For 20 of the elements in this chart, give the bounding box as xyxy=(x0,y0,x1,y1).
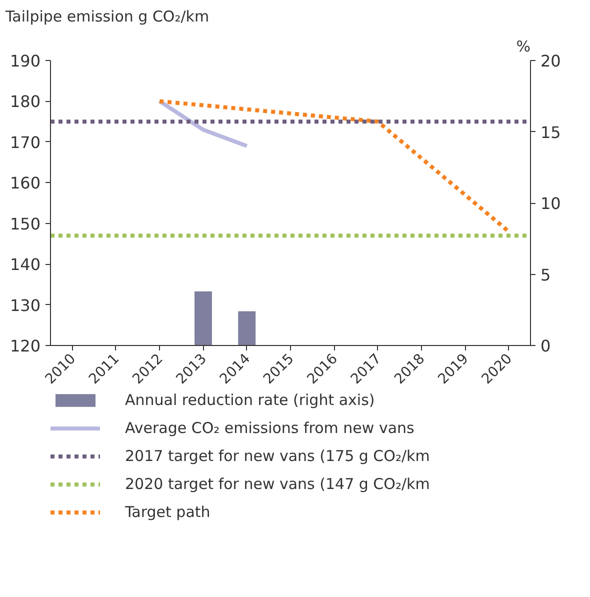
y-tick-label: 150 xyxy=(10,214,41,234)
y-tick-label: 140 xyxy=(10,255,41,274)
y-tick-label: 190 xyxy=(10,52,41,70)
legend-label: 2020 target for new vans (147 g CO₂/km xyxy=(125,475,430,493)
y-tick-label: 170 xyxy=(10,132,41,152)
legend-label: Annual reduction rate (right axis) xyxy=(125,391,375,409)
legend-label: 2017 target for new vans (175 g CO₂/km xyxy=(125,447,430,465)
y2-axis-title: % xyxy=(516,38,531,56)
y2-tick-label: 10 xyxy=(540,194,561,213)
y2-tick-label: 0 xyxy=(540,336,551,356)
legend-label: Average CO₂ emissions from new vans xyxy=(125,419,414,437)
y-tick-label: 120 xyxy=(10,336,41,356)
y2-tick-label: 20 xyxy=(540,52,561,70)
y2-tick-label: 5 xyxy=(540,265,551,284)
y-axis-title: Tailpipe emission g CO₂/km xyxy=(4,8,210,26)
legend-label: Target path xyxy=(125,503,210,521)
y2-tick-label: 15 xyxy=(540,122,561,142)
y-tick-label: 160 xyxy=(10,174,41,193)
y-tick-label: 130 xyxy=(10,296,41,315)
y-tick-label: 180 xyxy=(10,92,41,112)
